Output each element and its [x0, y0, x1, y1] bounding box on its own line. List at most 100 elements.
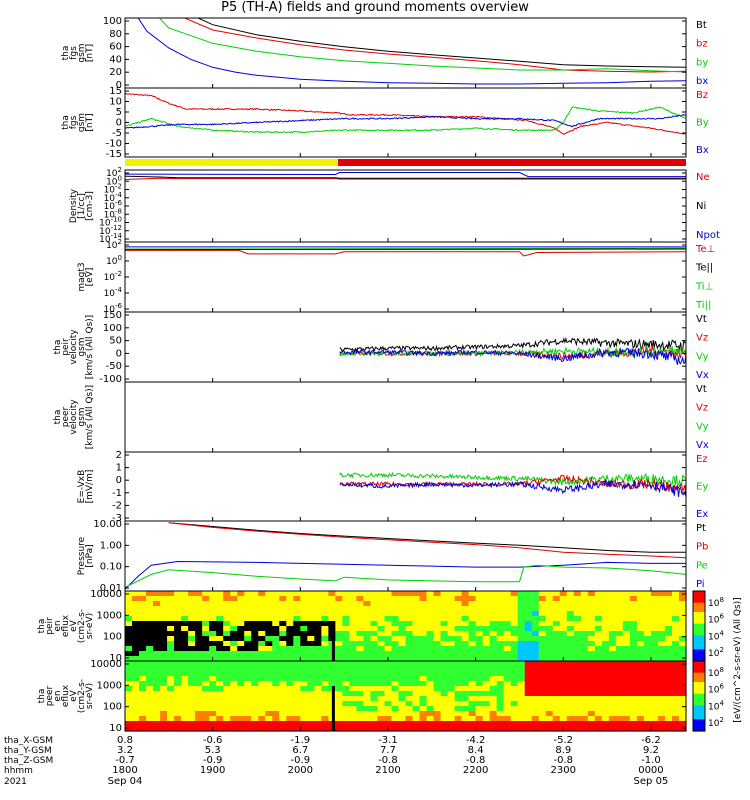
- heatmap-cell: [153, 706, 161, 712]
- heatmap-cell: [398, 721, 407, 727]
- panel-7-ylabel: [nPa]: [85, 544, 95, 567]
- heatmap-cell: [195, 606, 203, 612]
- heatmap-cell: [440, 681, 449, 687]
- panel-7-line-green: [125, 564, 686, 588]
- heatmap-cell: [629, 686, 638, 692]
- heatmap-cell: [433, 631, 442, 637]
- heatmap-cell: [244, 661, 252, 667]
- panel-3-legend-green: Ti||: [695, 300, 711, 311]
- heatmap-cell: [286, 641, 294, 647]
- heatmap-cell: [419, 606, 428, 612]
- panel-5-legend-red: Vz: [696, 403, 708, 414]
- heatmap-cell: [342, 591, 350, 597]
- heatmap-cell: [678, 681, 687, 687]
- heatmap-cell: [440, 631, 449, 637]
- heatmap-cell: [335, 671, 343, 677]
- heatmap-cell: [566, 686, 575, 692]
- heatmap-cell: [587, 631, 596, 637]
- heatmap-cell: [391, 696, 400, 702]
- heatmap-cell: [608, 631, 617, 637]
- heatmap-cell: [419, 696, 428, 702]
- heatmap-cell: [125, 686, 133, 692]
- data-layer: [125, 18, 705, 732]
- heatmap-cell: [615, 681, 624, 687]
- heatmap-cell: [531, 656, 540, 662]
- heatmap-cell: [160, 681, 168, 687]
- heatmap-cell: [615, 661, 624, 667]
- panel-5-legend-green: Vy: [696, 421, 709, 432]
- heatmap-cell: [475, 696, 484, 702]
- heatmap-cell: [503, 666, 512, 672]
- tick-z-gsm: -0.7: [115, 755, 135, 766]
- heatmap-cell: [573, 726, 582, 732]
- heatmap-cell: [671, 681, 680, 687]
- heatmap-cell: [335, 636, 343, 642]
- heatmap-cell: [566, 656, 575, 662]
- heatmap-cell: [146, 691, 154, 697]
- heatmap-cell: [468, 656, 477, 662]
- heatmap-cell: [468, 721, 477, 727]
- heatmap-cell: [209, 706, 217, 712]
- heatmap-cell: [153, 601, 161, 607]
- heatmap-cell: [244, 681, 252, 687]
- heatmap-cell: [314, 631, 322, 637]
- heatmap-cell: [461, 651, 470, 657]
- heatmap-cell: [615, 601, 624, 607]
- heatmap-cell: [412, 676, 421, 682]
- heatmap-cell: [447, 601, 456, 607]
- heatmap-cell: [223, 596, 231, 602]
- heatmap-cell: [601, 646, 610, 652]
- heatmap-cell: [496, 601, 505, 607]
- heatmap-cell: [188, 711, 196, 717]
- heatmap-cell: [209, 681, 217, 687]
- heatmap-cell: [573, 686, 582, 692]
- heatmap-cell: [538, 641, 547, 647]
- panel-6-line-blue: [339, 478, 686, 497]
- heatmap-cell: [629, 691, 638, 697]
- colorbar-cell: [693, 661, 705, 664]
- heatmap-cell: [433, 726, 442, 732]
- heatmap-cell: [258, 661, 266, 667]
- heatmap-cell: [489, 676, 498, 682]
- heatmap-cell: [209, 671, 217, 677]
- heatmap-cell: [293, 666, 301, 672]
- heatmap-cell: [139, 661, 147, 667]
- heatmap-cell: [258, 596, 266, 602]
- heatmap-cell: [195, 716, 203, 722]
- heatmap-cell: [545, 646, 554, 652]
- heatmap-cell: [482, 606, 491, 612]
- heatmap-cell: [664, 686, 673, 692]
- heatmap-cell: [125, 681, 133, 687]
- heatmap-cell: [650, 636, 659, 642]
- heatmap-cell: [636, 721, 645, 727]
- heatmap-cell: [412, 666, 421, 672]
- heatmap-cell: [643, 721, 652, 727]
- heatmap-cell: [545, 661, 554, 667]
- heatmap-cell: [531, 676, 540, 682]
- colorbar-cell: [693, 628, 705, 632]
- heatmap-cell: [251, 691, 259, 697]
- heatmap-cell: [230, 726, 238, 732]
- heatmap-cell: [314, 611, 322, 617]
- panel-8-ylabel: en: [53, 620, 63, 631]
- heatmap-cell: [349, 671, 358, 677]
- heatmap-cell: [258, 721, 266, 727]
- heatmap-cell: [384, 661, 393, 667]
- heatmap-cell: [503, 631, 512, 637]
- panel-6-legend-blue: Ex: [696, 509, 708, 520]
- heatmap-cell: [398, 621, 407, 627]
- heatmap-cell: [153, 661, 161, 667]
- heatmap-cell: [559, 641, 568, 647]
- heatmap-cell: [587, 626, 596, 632]
- heatmap-cell: [482, 611, 491, 617]
- colorbar-cell: [693, 612, 705, 615]
- heatmap-cell: [307, 711, 315, 717]
- heatmap-cell: [566, 716, 575, 722]
- panel-9-tick-label: 1000: [97, 680, 122, 691]
- panel-4-legend-black: Vt: [696, 314, 707, 325]
- heatmap-cell: [496, 626, 505, 632]
- heatmap-cell: [272, 706, 280, 712]
- heatmap-cell: [258, 616, 266, 622]
- heatmap-cell: [552, 701, 561, 707]
- panel-8-ylabel: peir: [45, 617, 55, 635]
